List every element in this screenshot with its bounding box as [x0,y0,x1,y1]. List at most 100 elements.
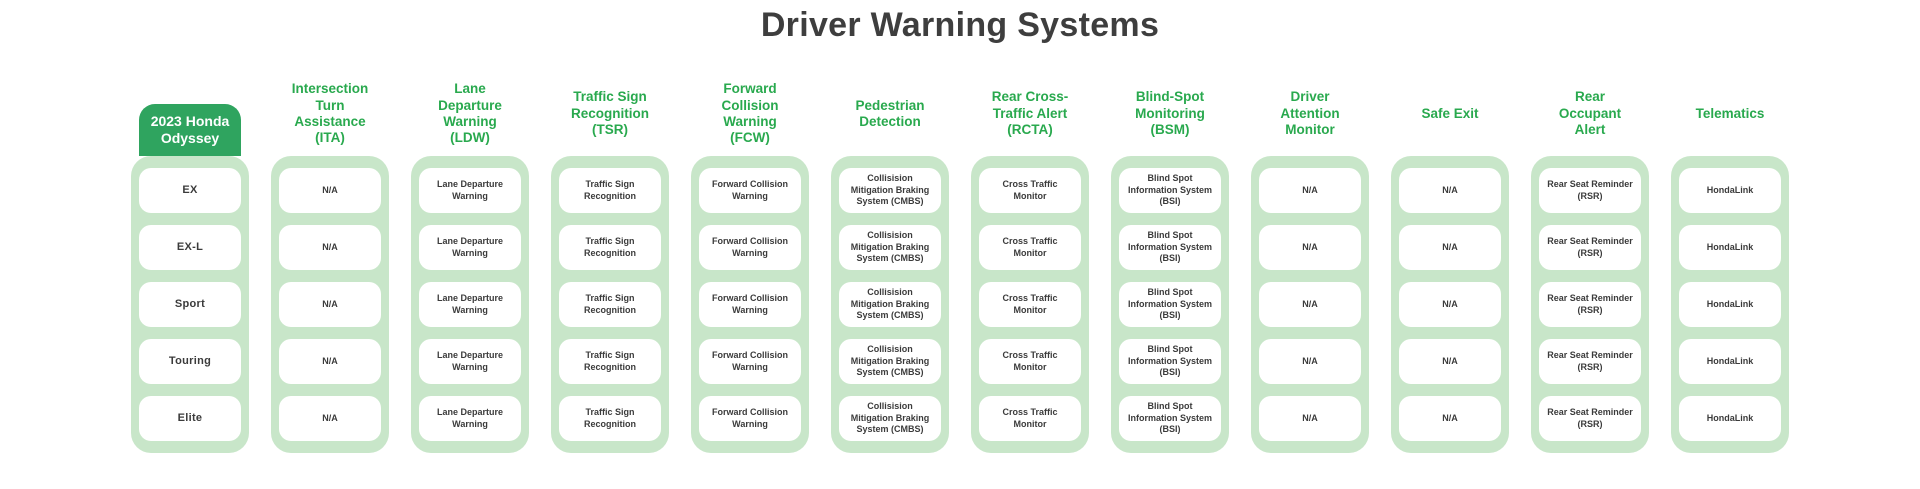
column-fcw: Forward Collision Warning (FCW) Forward … [691,72,809,453]
column-rcta: Rear Cross-Traffic Alert (RCTA) Cross Tr… [971,72,1089,453]
feature-cell: Traffic Sign Recognition [559,168,661,213]
column-header-pedestrian-detection: Pedestrian Detection [855,97,925,129]
feature-cell: Lane Departure Warning [419,282,521,327]
feature-cell: Cross Traffic Monitor [979,396,1081,441]
feature-cell: Forward Collision Warning [699,168,801,213]
feature-cell: Collisision Mitigation Braking System (C… [839,396,941,441]
feature-cell: N/A [1259,282,1361,327]
column-body-ldw: Lane Departure Warning Lane Departure Wa… [411,156,529,453]
feature-cell: Forward Collision Warning [699,282,801,327]
trim-cell: EX-L [139,225,241,270]
column-header-rcta: Rear Cross-Traffic Alert (RCTA) [991,89,1069,138]
column-body-rear-occupant-alert: Rear Seat Reminder (RSR) Rear Seat Remin… [1531,156,1649,453]
feature-cell: Rear Seat Reminder (RSR) [1539,225,1641,270]
feature-cell: N/A [279,282,381,327]
column-header-tsr: Traffic Sign Recognition (TSR) [571,89,649,138]
feature-cell: N/A [1399,225,1501,270]
feature-cell: N/A [1399,282,1501,327]
feature-cell: Cross Traffic Monitor [979,225,1081,270]
column-header-ldw: Lane Departure Warning (LDW) [438,81,502,146]
column-safe-exit: Safe Exit N/A N/A N/A N/A N/A [1391,72,1509,453]
feature-cell: Blind Spot Information System (BSI) [1119,225,1221,270]
feature-cell: N/A [1399,396,1501,441]
column-header-fcw: Forward Collision Warning (FCW) [721,81,779,146]
column-header-zone: Lane Departure Warning (LDW) [411,72,529,156]
feature-cell: N/A [1399,168,1501,213]
feature-cell: Lane Departure Warning [419,339,521,384]
column-header-ita: Intersection Turn Assistance (ITA) [291,81,369,146]
feature-cell: N/A [279,339,381,384]
feature-cell: N/A [1259,396,1361,441]
page-title: Driver Warning Systems [760,6,1160,44]
feature-cell: Collisision Mitigation Braking System (C… [839,339,941,384]
trim-cell: EX [139,168,241,213]
feature-cell: HondaLink [1679,168,1781,213]
feature-cell: N/A [1399,339,1501,384]
trim-cell: Sport [139,282,241,327]
column-header-zone: Safe Exit [1391,72,1509,156]
feature-cell: Traffic Sign Recognition [559,396,661,441]
column-ldw: Lane Departure Warning (LDW) Lane Depart… [411,72,529,453]
feature-cell: N/A [1259,168,1361,213]
column-body-tsr: Traffic Sign Recognition Traffic Sign Re… [551,156,669,453]
feature-cell: HondaLink [1679,396,1781,441]
feature-cell: Collisision Mitigation Braking System (C… [839,225,941,270]
vehicle-header-badge: 2023 Honda Odyssey [139,104,241,156]
comparison-board: 2023 Honda Odyssey EX EX-L Sport Touring… [0,72,1920,453]
feature-cell: Cross Traffic Monitor [979,168,1081,213]
column-header-zone: Rear Cross-Traffic Alert (RCTA) [971,72,1089,156]
feature-cell: Traffic Sign Recognition [559,282,661,327]
column-body-fcw: Forward Collision Warning Forward Collis… [691,156,809,453]
column-vehicle-trims: 2023 Honda Odyssey EX EX-L Sport Touring… [131,72,249,453]
column-header-bsm: Blind-Spot Monitoring (BSM) [1135,89,1205,138]
column-body-telematics: HondaLink HondaLink HondaLink HondaLink … [1671,156,1789,453]
feature-cell: N/A [279,168,381,213]
column-driver-attention-monitor: Driver Attention Monitor N/A N/A N/A N/A… [1251,72,1369,453]
feature-cell: Rear Seat Reminder (RSR) [1539,282,1641,327]
feature-cell: Traffic Sign Recognition [559,339,661,384]
feature-cell: Lane Departure Warning [419,168,521,213]
column-header-zone: Rear Occupant Alert [1531,72,1649,156]
feature-cell: Lane Departure Warning [419,225,521,270]
feature-cell: HondaLink [1679,282,1781,327]
feature-cell: N/A [279,225,381,270]
feature-cell: Lane Departure Warning [419,396,521,441]
column-header-zone: Blind-Spot Monitoring (BSM) [1111,72,1229,156]
feature-cell: HondaLink [1679,339,1781,384]
column-body-ita: N/A N/A N/A N/A N/A [271,156,389,453]
trim-column-body: EX EX-L Sport Touring Elite [131,156,249,453]
feature-cell: Rear Seat Reminder (RSR) [1539,339,1641,384]
feature-cell: Blind Spot Information System (BSI) [1119,396,1221,441]
vehicle-header-zone: 2023 Honda Odyssey [131,72,249,156]
feature-cell: Forward Collision Warning [699,225,801,270]
column-body-safe-exit: N/A N/A N/A N/A N/A [1391,156,1509,453]
feature-cell: HondaLink [1679,225,1781,270]
column-header-safe-exit: Safe Exit [1421,105,1479,121]
column-pedestrian-detection: Pedestrian Detection Collisision Mitigat… [831,72,949,453]
column-rear-occupant-alert: Rear Occupant Alert Rear Seat Reminder (… [1531,72,1649,453]
feature-cell: Cross Traffic Monitor [979,282,1081,327]
column-header-rear-occupant-alert: Rear Occupant Alert [1558,89,1622,138]
column-header-zone: Telematics [1671,72,1789,156]
feature-cell: Collisision Mitigation Braking System (C… [839,282,941,327]
trim-cell: Touring [139,339,241,384]
column-body-pedestrian-detection: Collisision Mitigation Braking System (C… [831,156,949,453]
column-header-telematics: Telematics [1695,105,1765,121]
feature-cell: Cross Traffic Monitor [979,339,1081,384]
column-header-zone: Traffic Sign Recognition (TSR) [551,72,669,156]
feature-cell: Blind Spot Information System (BSI) [1119,168,1221,213]
column-ita: Intersection Turn Assistance (ITA) N/A N… [271,72,389,453]
column-header-zone: Pedestrian Detection [831,72,949,156]
feature-cell: N/A [279,396,381,441]
feature-cell: Forward Collision Warning [699,396,801,441]
feature-cell: Collisision Mitigation Braking System (C… [839,168,941,213]
trim-cell: Elite [139,396,241,441]
feature-cell: Blind Spot Information System (BSI) [1119,339,1221,384]
feature-cell: Rear Seat Reminder (RSR) [1539,396,1641,441]
feature-cell: Traffic Sign Recognition [559,225,661,270]
column-body-driver-attention-monitor: N/A N/A N/A N/A N/A [1251,156,1369,453]
column-telematics: Telematics HondaLink HondaLink HondaLink… [1671,72,1789,453]
column-header-zone: Intersection Turn Assistance (ITA) [271,72,389,156]
feature-cell: Forward Collision Warning [699,339,801,384]
column-header-zone: Forward Collision Warning (FCW) [691,72,809,156]
